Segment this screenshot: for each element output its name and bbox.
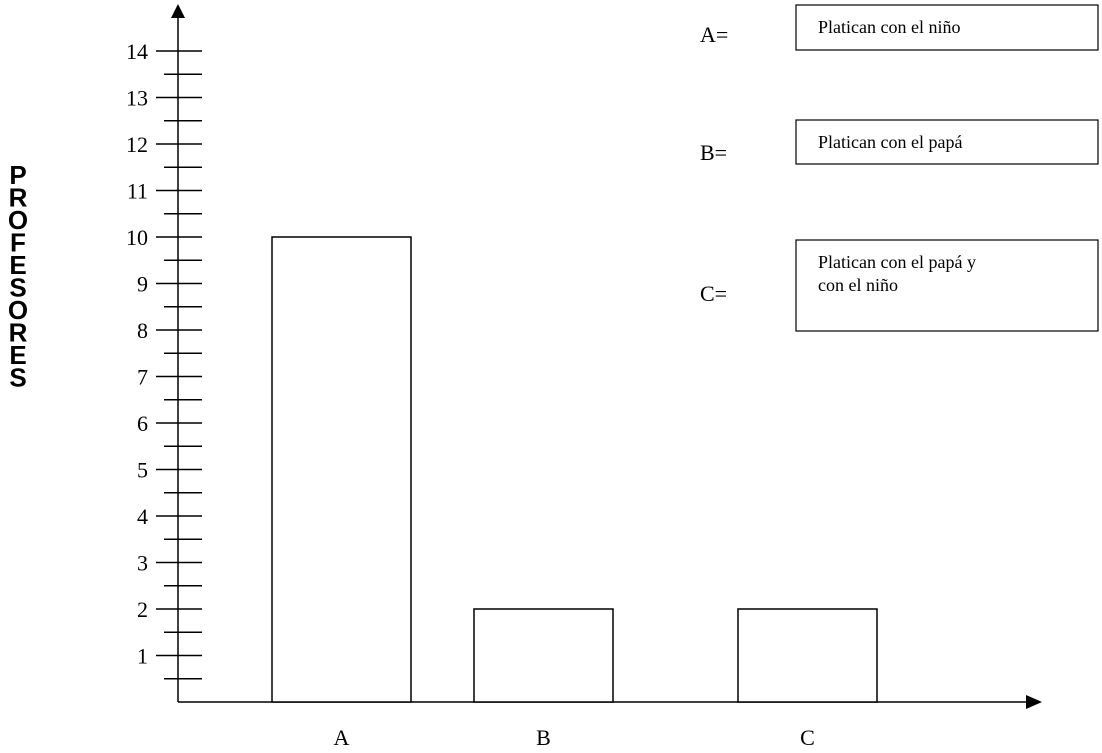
y-tick-label: 13 bbox=[126, 86, 148, 111]
y-axis-title-letter: R bbox=[9, 318, 28, 348]
bars bbox=[271, 236, 878, 703]
y-axis-arrow bbox=[171, 4, 185, 18]
legend-item: A= Platican con el niño bbox=[700, 4, 1099, 51]
x-tick-label: B bbox=[536, 725, 551, 750]
x-tick-label: A bbox=[334, 725, 350, 750]
y-tick-label: 2 bbox=[137, 597, 148, 622]
y-axis-title-letter: F bbox=[10, 228, 26, 258]
legend-description: con el niño bbox=[818, 275, 898, 295]
y-axis-title-letter: P bbox=[9, 160, 26, 190]
legend-description: Platican con el papá y bbox=[818, 252, 976, 272]
legend-item: B= Platican con el papá bbox=[700, 119, 1099, 165]
legend-box bbox=[795, 239, 1099, 332]
y-axis-title-letter: E bbox=[9, 340, 26, 370]
legend-item: C= Platican con el papá y con el niño bbox=[700, 239, 1099, 332]
y-axis-title-letter: S bbox=[9, 363, 26, 393]
y-axis-title-letter: S bbox=[9, 273, 26, 303]
bar-a bbox=[271, 236, 412, 703]
y-tick-label: 1 bbox=[137, 644, 148, 669]
y-axis-title-letter: O bbox=[8, 205, 28, 235]
bar-b bbox=[473, 608, 614, 703]
y-tick-label: 11 bbox=[127, 179, 148, 204]
bar-c bbox=[737, 608, 878, 703]
y-axis-title-letter: O bbox=[8, 295, 28, 325]
legend-description: Platican con el niño bbox=[818, 17, 960, 37]
y-tick-label: 9 bbox=[137, 272, 148, 297]
y-axis-title-letter: E bbox=[9, 250, 26, 280]
y-tick-label: 14 bbox=[126, 39, 148, 64]
y-axis-title-letter: R bbox=[9, 183, 28, 213]
x-axis-arrow bbox=[1026, 695, 1042, 709]
y-tick-label: 8 bbox=[137, 318, 148, 343]
y-tick-label: 3 bbox=[137, 551, 148, 576]
y-tick-label: 12 bbox=[126, 132, 148, 157]
legend-box bbox=[795, 4, 1099, 51]
y-tick-label: 10 bbox=[126, 225, 148, 250]
legend-key: A= bbox=[700, 22, 728, 47]
y-tick-label: 7 bbox=[137, 365, 148, 390]
y-tick-label: 6 bbox=[137, 411, 148, 436]
x-tick-label: C bbox=[800, 725, 815, 750]
legend-key: C= bbox=[700, 281, 727, 306]
y-tick-label: 5 bbox=[137, 458, 148, 483]
y-tick-label: 4 bbox=[137, 504, 148, 529]
x-tick-labels: A B C bbox=[334, 725, 815, 750]
legend-description: Platican con el papá bbox=[818, 132, 962, 152]
legend-box bbox=[795, 119, 1099, 165]
legend: A= Platican con el niño B= Platican con el … bbox=[700, 4, 1099, 332]
legend-key: B= bbox=[700, 140, 727, 165]
